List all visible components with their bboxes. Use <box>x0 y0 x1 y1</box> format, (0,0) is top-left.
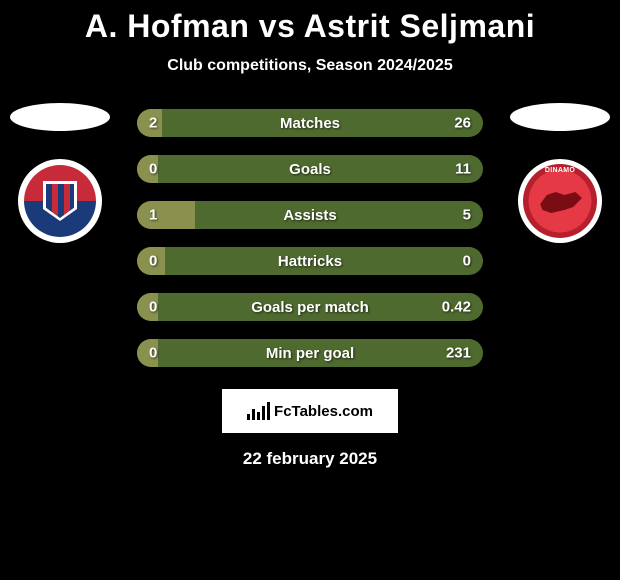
stat-row: 2 26 Matches <box>137 109 483 137</box>
main-area: DINAMO 2 26 Matches 0 11 Goals 1 5 Assists 0 0 Hatt… <box>0 103 620 367</box>
dog-icon <box>538 186 582 216</box>
brand-text: FcTables.com <box>274 403 373 420</box>
stat-row: 0 0 Hattricks <box>137 247 483 275</box>
stat-label: Hattricks <box>278 253 342 270</box>
stat-label: Assists <box>283 207 336 224</box>
stat-label: Goals <box>289 161 331 178</box>
stats-list: 226Matches011Goals15Assists00Hattricks00… <box>137 103 483 367</box>
bar-chart-icon <box>247 402 270 420</box>
stat-value-left: 0 <box>149 253 157 270</box>
stat-value-left: 0 <box>149 161 157 178</box>
page-title: A. Hofman vs Astrit Seljmani <box>0 8 620 45</box>
brand-badge: FcTables.com <box>222 389 398 433</box>
stat-row: 1 5 Assists <box>137 201 483 229</box>
date-text: 22 february 2025 <box>0 449 620 469</box>
player-right-column: DINAMO <box>510 103 610 243</box>
stat-value-right: 26 <box>454 115 471 132</box>
stat-value-left: 0 <box>149 345 157 362</box>
stat-value-right: 5 <box>463 207 471 224</box>
stat-value-right: 0 <box>463 253 471 270</box>
stat-label: Matches <box>280 115 340 132</box>
player-left-silhouette <box>10 103 110 131</box>
stat-row: 0 11 Goals <box>137 155 483 183</box>
player-left-column <box>10 103 110 243</box>
team-crest-left <box>18 159 102 243</box>
stat-row: 0 231 Min per goal <box>137 339 483 367</box>
shield-icon <box>43 181 77 221</box>
stat-value-right: 231 <box>446 345 471 362</box>
page-subtitle: Club competitions, Season 2024/2025 <box>0 57 620 75</box>
stat-value-left: 0 <box>149 299 157 316</box>
team-crest-right: DINAMO <box>518 159 602 243</box>
stat-bar-left <box>137 201 195 229</box>
stat-value-left: 1 <box>149 207 157 224</box>
stat-value-left: 2 <box>149 115 157 132</box>
stat-value-right: 11 <box>455 161 471 178</box>
stat-label: Min per goal <box>266 345 354 362</box>
player-right-silhouette <box>510 103 610 131</box>
stat-row: 0 0.42 Goals per match <box>137 293 483 321</box>
stat-value-right: 0.42 <box>442 299 471 316</box>
comparison-card: A. Hofman vs Astrit Seljmani Club compet… <box>0 0 620 469</box>
stat-label: Goals per match <box>251 299 369 316</box>
crest-right-label: DINAMO <box>518 167 602 174</box>
